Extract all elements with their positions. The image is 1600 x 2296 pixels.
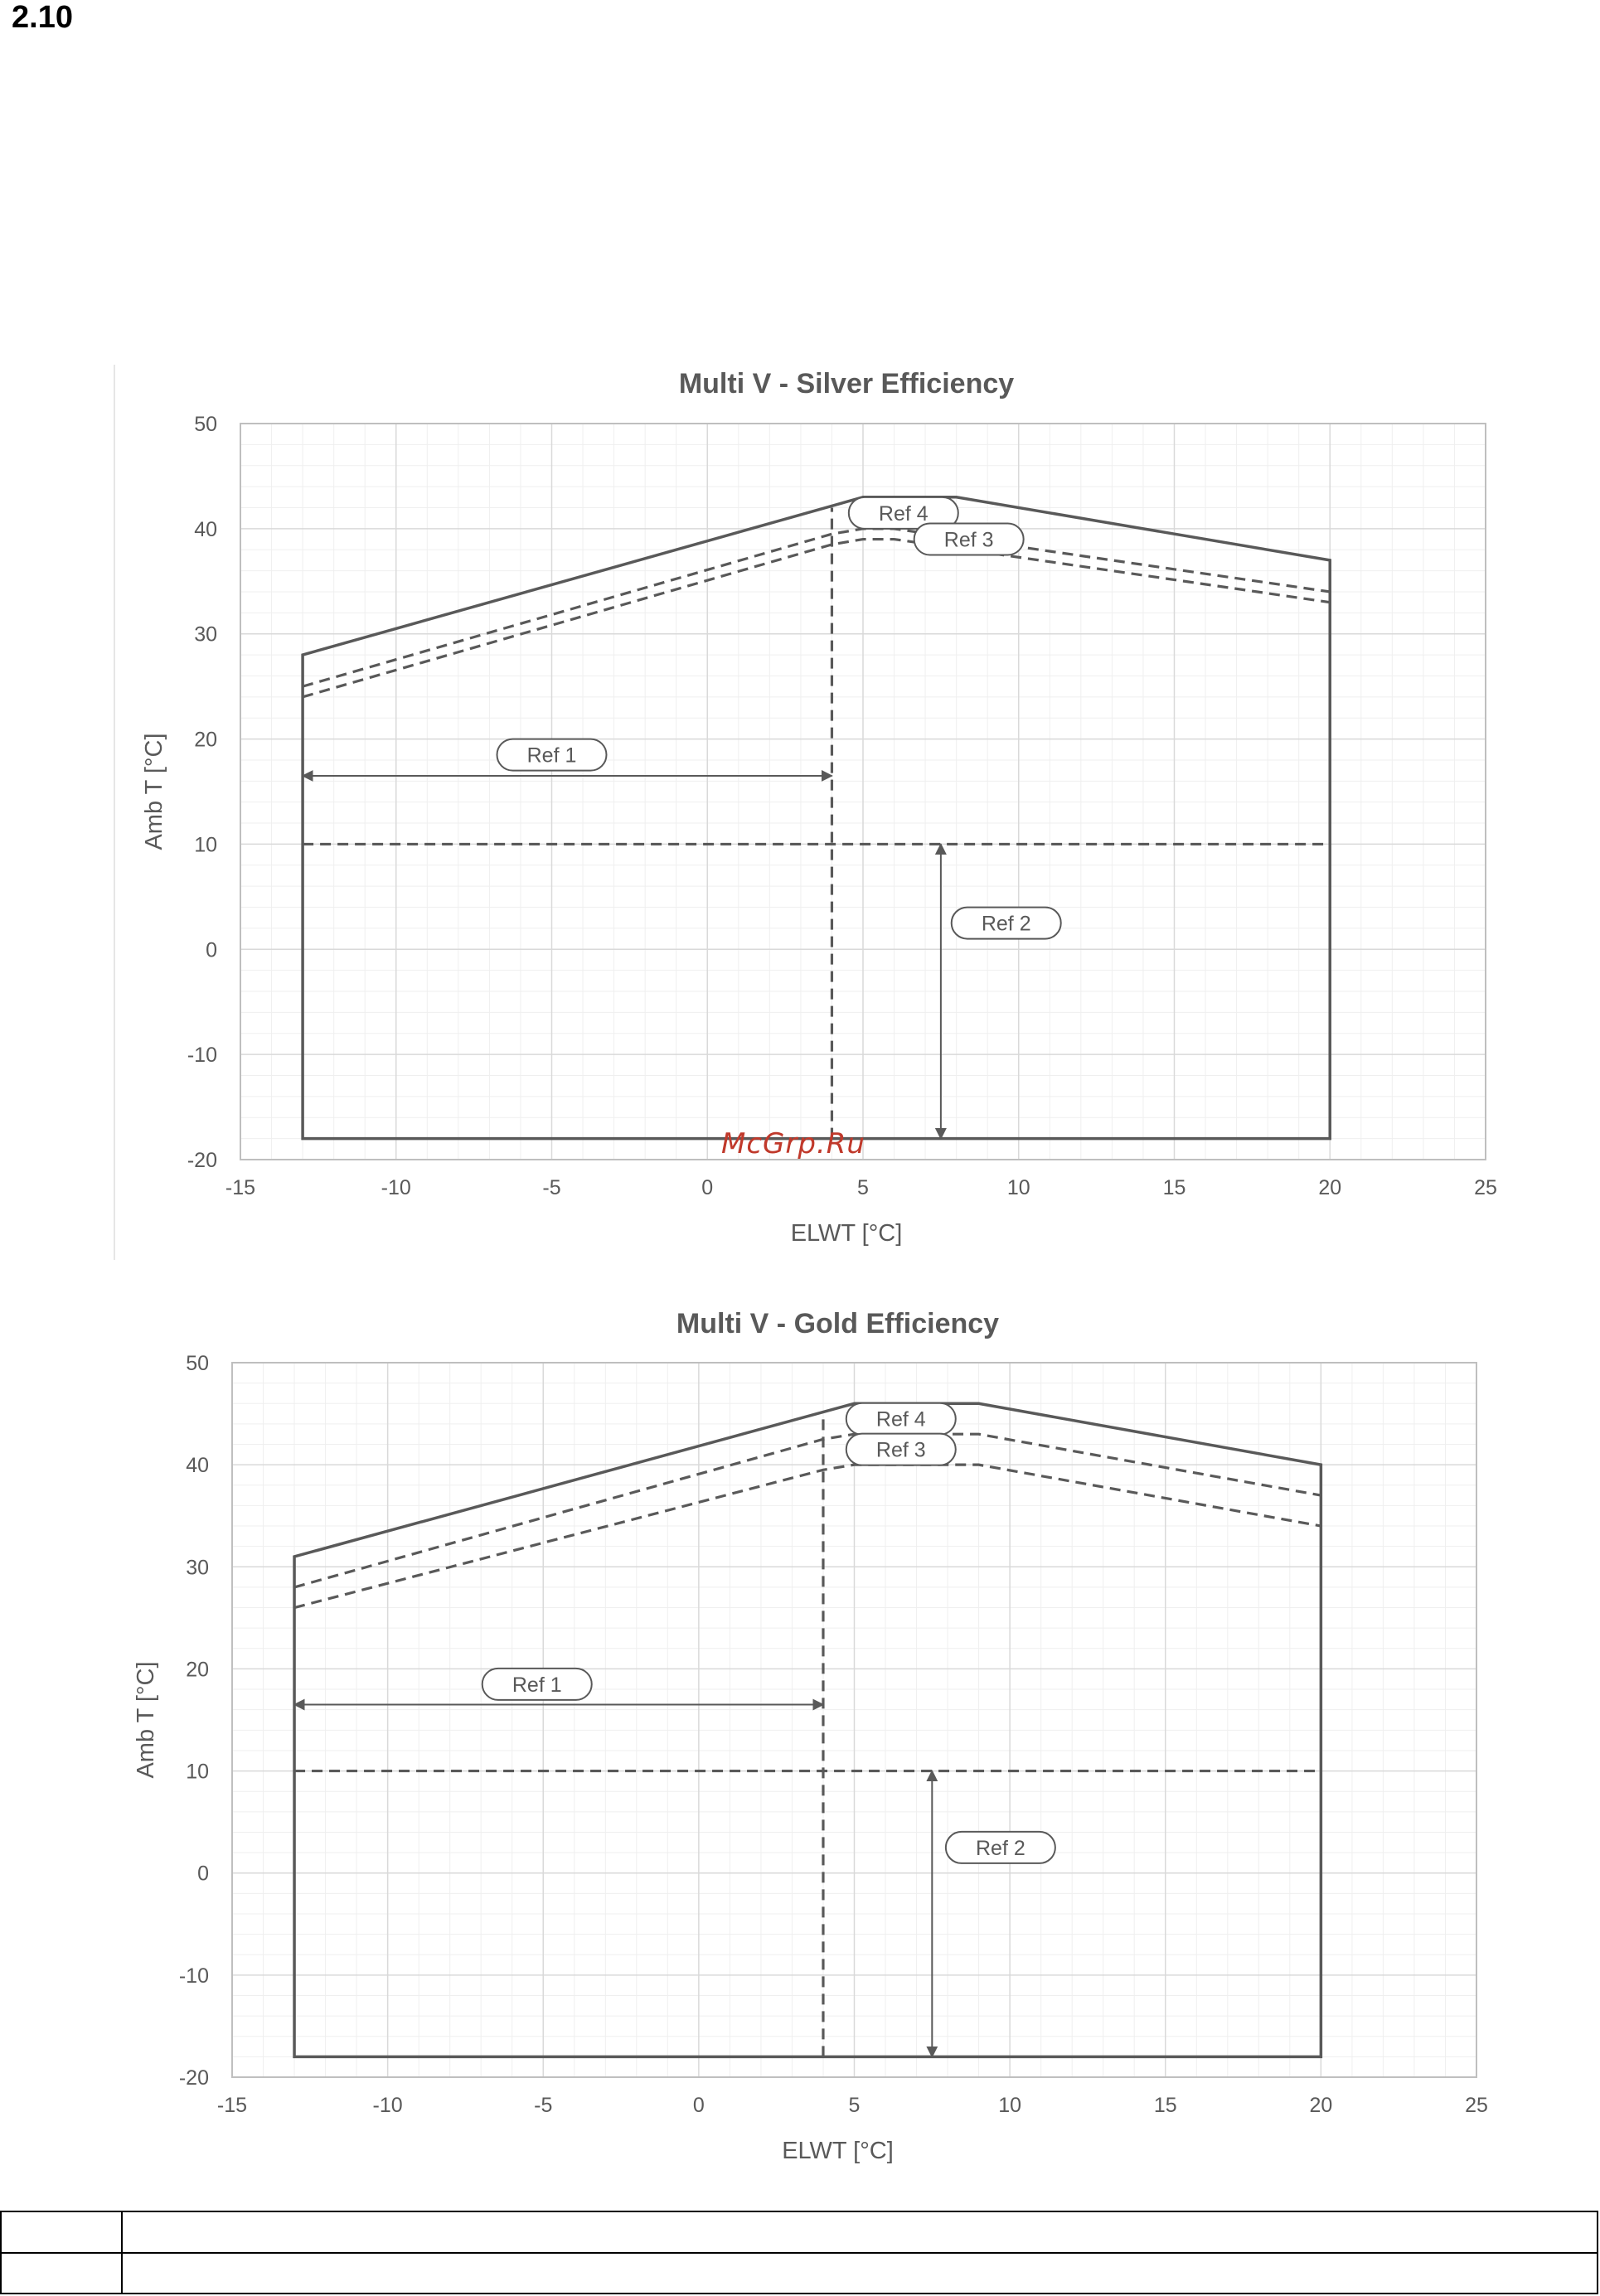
chart1-annotation-bubble xyxy=(950,906,1062,940)
chart1-y-tick-label: 30 xyxy=(194,623,217,647)
chart1-x-tick-label: -15 xyxy=(225,1176,255,1199)
chart2-annotation-label: Ref 1 xyxy=(512,1674,562,1697)
chart2-x-tick-label: -15 xyxy=(217,2094,247,2117)
chart1-plot-area xyxy=(240,423,1486,1160)
chart1-y-tick-label: 10 xyxy=(194,833,217,856)
chart2-y-tick-label: 30 xyxy=(186,1556,209,1579)
chart2-title: Multi V - Gold Efficiency xyxy=(676,1308,999,1339)
chart2-plot-area xyxy=(231,1362,1477,2078)
chart2-y-tick-label: 10 xyxy=(186,1761,209,1784)
chart1-x-tick-label: 10 xyxy=(1007,1176,1030,1199)
watermark: McGrp.Ru xyxy=(721,1127,865,1160)
chart1-annotation-label: Ref 1 xyxy=(527,744,577,768)
chart1-title: Multi V - Silver Efficiency xyxy=(679,368,1014,400)
chart2-annotation-label: Ref 2 xyxy=(976,1837,1025,1860)
gold-efficiency-chart: -15 -10 -5 0 5 10 15 20 25 -20 -10 0 10 20 30 40 50 Multi… xyxy=(133,1308,1488,2164)
chart2-x-tick-label: 15 xyxy=(1154,2094,1177,2117)
chart2-x-tick-label: 5 xyxy=(849,2094,861,2117)
chart1-x-tick-label: 5 xyxy=(857,1176,869,1199)
chart1-y-tick-label: 20 xyxy=(194,729,217,752)
chart2-x-tick-label: 10 xyxy=(998,2094,1021,2117)
chart2-series-dashed-1 xyxy=(293,1432,1321,1589)
footer-table-column-divider xyxy=(121,2212,123,2293)
silver-efficiency-chart: -15 -10 -5 0 5 10 15 20 25 -20 -10 0 10 20 30 40 50 Multi… xyxy=(141,368,1497,1247)
chart2-annotation-label: Ref 4 xyxy=(876,1408,926,1431)
chart1-annotation-label: Ref 4 xyxy=(879,502,928,526)
chart1-y-tick-label: 40 xyxy=(194,518,217,541)
chart1-series-dashed-2 xyxy=(302,537,1331,699)
chart1-annotation-label: Ref 3 xyxy=(944,529,994,552)
chart1-x-tick-label: 25 xyxy=(1474,1176,1497,1199)
chart1-x-tick-label: 20 xyxy=(1318,1176,1341,1199)
chart-frame-divider xyxy=(114,365,115,1260)
section-number: 2.10 xyxy=(12,0,73,35)
chart2-series-dashed-2 xyxy=(293,1463,1321,1610)
chart2-y-tick-label: -10 xyxy=(179,1964,209,1988)
chart1-x-tick-label: 15 xyxy=(1163,1176,1186,1199)
chart2-y-tick-label: 0 xyxy=(197,1862,209,1886)
chart2-x-tick-label: 20 xyxy=(1309,2094,1332,2117)
chart2-y-tick-label: 50 xyxy=(186,1352,209,1375)
chart2-x-axis-label: ELWT [°C] xyxy=(782,2138,894,2164)
chart1-x-tick-label: -5 xyxy=(542,1176,560,1199)
chart2-x-tick-label: 0 xyxy=(693,2094,705,2117)
chart2-y-tick-label: 20 xyxy=(186,1658,209,1681)
footer-table-row-divider xyxy=(2,2252,1597,2254)
chart2-series-envelope xyxy=(293,1402,1323,2059)
chart1-y-axis-label: Amb T [°C] xyxy=(141,733,167,850)
chart1-annotation-bubble xyxy=(847,496,959,530)
chart2-annotation-bubble xyxy=(481,1667,593,1701)
chart2-y-tick-label: -20 xyxy=(179,2066,209,2090)
chart2-x-tick-label: -10 xyxy=(373,2094,403,2117)
chart2-annotation-label: Ref 3 xyxy=(876,1439,926,1462)
chart1-x-tick-label: 0 xyxy=(701,1176,713,1199)
chart1-y-tick-label: -10 xyxy=(187,1044,217,1067)
chart1-annotation-bubble xyxy=(496,738,608,772)
chart2-annotation-bubble xyxy=(845,1432,957,1466)
chart1-y-tick-label: -20 xyxy=(187,1149,217,1172)
chart1-series-envelope xyxy=(301,496,1331,1141)
chart1-x-tick-label: -10 xyxy=(381,1176,411,1199)
footer-table xyxy=(0,2211,1598,2294)
chart1-x-axis-label: ELWT [°C] xyxy=(791,1220,903,1247)
chart2-y-tick-label: 40 xyxy=(186,1454,209,1477)
chart2-y-axis-label: Amb T [°C] xyxy=(133,1661,159,1778)
chart1-y-tick-label: 50 xyxy=(194,413,217,436)
chart2-x-tick-label: -5 xyxy=(534,2094,552,2117)
chart1-annotation-bubble xyxy=(913,522,1025,556)
chart2-x-tick-label: 25 xyxy=(1465,2094,1488,2117)
chart1-y-tick-label: 0 xyxy=(206,938,217,962)
chart2-annotation-bubble xyxy=(944,1830,1056,1864)
chart1-annotation-label: Ref 2 xyxy=(982,913,1031,936)
chart1-series-dashed-1 xyxy=(302,527,1331,688)
